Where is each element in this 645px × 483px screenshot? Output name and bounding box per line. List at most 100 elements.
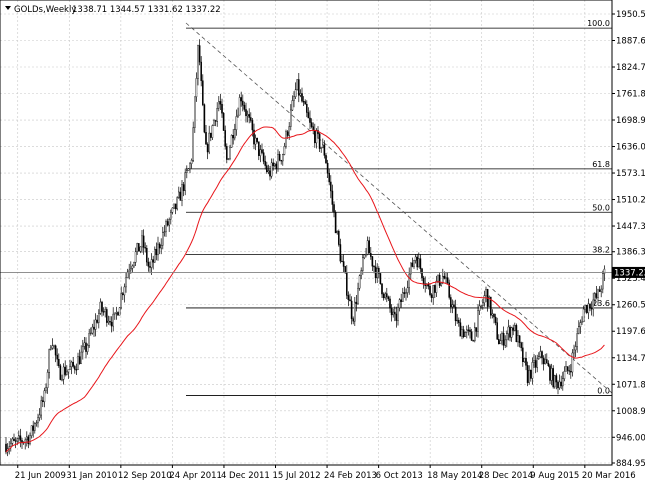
candle-body	[256, 137, 259, 142]
candle-body	[472, 340, 475, 342]
candle-body	[494, 316, 497, 323]
candle-body	[322, 144, 324, 148]
candle-body	[133, 262, 135, 267]
candle-body	[73, 366, 76, 370]
price-tag: 1337.22	[612, 266, 645, 278]
candle-body	[81, 346, 84, 353]
candle-body	[85, 342, 87, 352]
candle-body	[470, 331, 473, 341]
time-axis-label: 15 Jul 2012	[273, 471, 321, 481]
candle-body	[589, 303, 591, 309]
candle-body	[458, 319, 460, 323]
candle-body	[309, 117, 311, 123]
candle-body	[294, 89, 297, 97]
time-axis-label: 28 Dec 2014	[479, 471, 533, 481]
candle-body	[168, 219, 171, 226]
candle-body	[594, 293, 596, 301]
candle-body	[435, 280, 438, 293]
candle-body	[384, 293, 387, 299]
candle-body	[65, 371, 68, 375]
candle-body	[216, 108, 219, 122]
candle-body	[259, 149, 262, 156]
candle-body	[499, 340, 502, 345]
candle-body	[125, 277, 127, 288]
plot-frame	[0, 0, 613, 466]
candle-body	[518, 335, 521, 343]
candle-body	[315, 130, 318, 144]
candle-body	[105, 309, 108, 323]
candle-body	[64, 366, 66, 375]
candle-body	[560, 381, 562, 387]
candle-body	[99, 301, 102, 314]
fib-level-label: 50.0	[592, 203, 610, 212]
candle-body	[158, 243, 161, 249]
candle-body	[509, 326, 511, 338]
time-axis-label: 20 Mar 2016	[582, 471, 636, 481]
candle-body	[418, 258, 420, 268]
candle-body	[19, 435, 22, 441]
candle-body	[437, 274, 439, 282]
candle-body	[387, 296, 390, 300]
candle-body	[318, 133, 321, 149]
candle-body	[538, 356, 540, 359]
candle-body	[205, 132, 207, 145]
candle-body	[296, 79, 299, 90]
candle-body	[123, 286, 126, 296]
dropdown-triangle-icon[interactable]	[5, 6, 11, 10]
candle-body	[565, 366, 567, 372]
candle-body	[153, 248, 156, 263]
candle-body	[576, 333, 578, 347]
chart-grid	[0, 0, 612, 465]
candle-body	[582, 308, 585, 323]
candle-body	[363, 254, 366, 259]
candle-body	[187, 168, 190, 171]
candle-body	[45, 387, 47, 391]
time-axis-label: 21 Jun 2009	[15, 471, 66, 481]
candle-body	[488, 296, 491, 307]
fib-level-label: 38.2	[592, 245, 610, 254]
candle-body	[288, 126, 291, 136]
candle-body	[173, 203, 175, 209]
candle-body	[440, 282, 443, 286]
candle-body	[248, 114, 251, 118]
candle-body	[235, 116, 238, 130]
candle-body	[330, 181, 332, 192]
candle-body	[278, 154, 281, 161]
candle-body	[56, 354, 58, 360]
candle-body	[283, 146, 286, 155]
candle-body	[238, 97, 241, 116]
candle-body	[171, 207, 174, 213]
candle-body	[414, 256, 417, 261]
candle-body	[221, 104, 223, 114]
price-axis[interactable]: 1950.55 1887.65 1824.75 1761.85 1698.95 1636.…	[612, 10, 645, 469]
candle-body	[251, 120, 254, 131]
price-axis-label: 1510.25	[616, 196, 645, 206]
candle-body	[419, 258, 422, 269]
candle-body	[344, 266, 347, 273]
candle-body	[544, 359, 546, 365]
price-axis-label: 1197.65	[616, 327, 645, 337]
candle-body	[498, 339, 500, 345]
price-axis-label: 1824.75	[616, 63, 645, 73]
candle-body	[258, 141, 260, 156]
candle-body	[334, 212, 337, 234]
candle-body	[32, 425, 34, 431]
candle-body	[421, 268, 423, 279]
candle-body	[144, 247, 147, 249]
candle-body	[80, 351, 82, 364]
candle-body	[61, 379, 63, 381]
candle-body	[456, 319, 459, 322]
trend-line[interactable]	[185, 22, 613, 394]
candle-body	[115, 312, 118, 314]
candle-body	[118, 307, 121, 316]
candle-body	[357, 287, 359, 304]
candle-body	[552, 368, 554, 388]
candle-body	[160, 245, 163, 249]
candle-body	[58, 359, 60, 366]
chart-header: GOLDs,Weekly 1338.71 1344.57 1331.62 133…	[5, 5, 221, 15]
candle-body	[598, 289, 601, 292]
candle-body	[262, 152, 265, 162]
